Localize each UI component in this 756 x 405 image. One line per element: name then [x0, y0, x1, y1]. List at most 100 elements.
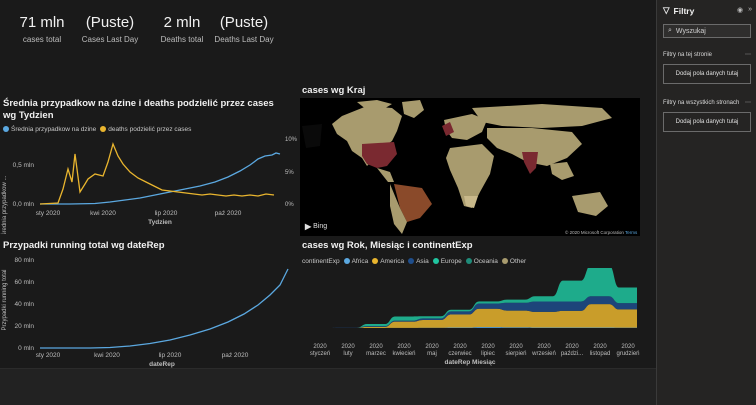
series-line-avg-cases[interactable] [40, 152, 281, 205]
more-options-icon[interactable]: ⋯ [745, 100, 751, 106]
ribbon-america[interactable] [311, 304, 637, 328]
map-region-india[interactable] [522, 152, 538, 174]
visual1-x-tick: paź 2020 [215, 210, 242, 217]
visual4-legend: continentExp Africa America Asia Europe … [302, 258, 526, 265]
search-placeholder: Wyszukaj [675, 27, 706, 35]
visual4-x-axis-title: dateRep Miesiąc [445, 359, 496, 366]
filters-pane: ▽ Filtry ◉ » ⌕ Wyszukaj Filtry na tej st… [656, 0, 756, 405]
map-region-canada-arctic[interactable] [357, 100, 392, 110]
visual4-x-tick-month: maj [427, 351, 437, 357]
visual1-x-axis-title: Tydzien [148, 219, 172, 226]
visual4-title: cases wg Rok, Miesiąc i continentExp [302, 240, 473, 251]
map-scale-label: 10% [285, 137, 298, 143]
kpi-label: Deaths Last Day [214, 35, 274, 44]
visual4-x-tick-month: sierpień [505, 351, 526, 357]
kpi-value: 2 mln [163, 14, 201, 31]
visual4-x-tick-year: 2020 [425, 344, 439, 350]
legend-item[interactable]: America [372, 258, 404, 265]
add-fields-page-drop-zone[interactable]: Dodaj pola danych tutaj [663, 64, 751, 84]
visual1-y-tick: 0,0 mln [13, 201, 35, 208]
visual4-x-tick-month: listopad [590, 351, 611, 357]
visual3-y-tick: 80 mln [14, 257, 34, 264]
visual4-x-tick-year: 2020 [481, 344, 495, 350]
visual1-x-tick: sty 2020 [36, 210, 61, 217]
kpi-value: (Puste) [85, 14, 135, 31]
legend-item[interactable]: Other [501, 258, 526, 265]
filter-icon: ▽ [663, 5, 670, 15]
kpi-deaths-last-day[interactable]: (Puste) Deaths Last Day [212, 14, 276, 44]
visual4-x-tick-month: paździ... [561, 351, 584, 357]
visual1-line-chart[interactable]: Średnia przypadkow ... 0,5 mln 0,0 mln s… [0, 134, 290, 234]
ribbon-europe[interactable] [311, 268, 637, 328]
visual1-title: Średnia przypadkow na dzine i deaths pod… [3, 98, 274, 121]
legend-item[interactable]: Oceania [465, 258, 498, 265]
legend-marker [372, 258, 379, 264]
kpi-deaths-total[interactable]: 2 mln Deaths total [150, 14, 214, 44]
legend-label: Africa [351, 258, 369, 265]
map-region-africa[interactable] [446, 144, 494, 208]
map-region-asia[interactable] [487, 128, 582, 166]
series-line-deaths-ratio[interactable] [39, 142, 275, 205]
filters-section-all: Filtry na wszystkich stronach ⋯ [663, 100, 751, 106]
map-region-brazil[interactable] [394, 184, 432, 222]
visual3-line-chart[interactable]: Przypadki running total 80 mln 60 mln 40… [0, 250, 292, 370]
map-region-central-america[interactable] [377, 168, 394, 182]
visual1-legend: Średnia przypadkow na dzine deaths podzi… [3, 126, 191, 133]
map-region-greenland[interactable] [402, 100, 424, 118]
ribbon-asia[interactable] [311, 296, 637, 328]
kpi-value: 71 mln [19, 14, 65, 31]
ribbon-africa[interactable] [311, 326, 637, 328]
map-region-europe-west[interactable] [442, 122, 454, 136]
kpi-cases-total[interactable]: 71 mln cases total [10, 14, 74, 44]
bing-logo: ▶ Bing [305, 222, 327, 231]
eye-icon[interactable]: ◉ [736, 7, 744, 14]
map-region-russia[interactable] [472, 104, 612, 128]
legend-item[interactable]: Europe [432, 258, 462, 265]
legend-item[interactable]: Asia [408, 258, 429, 265]
visual2-title: cases wg Kraj [302, 85, 366, 96]
section-label: Filtry na tej stronie [663, 52, 713, 58]
map-scale-label: 5% [285, 170, 294, 176]
visual1-x-tick: kwi 2020 [90, 210, 116, 217]
visual3-y-axis-title: Przypadki running total [2, 269, 8, 330]
map-region-arctic-islands [302, 124, 322, 148]
map-copyright: © 2020 Microsoft Corporation Terms [565, 230, 637, 235]
visual4-x-tick-year: 2020 [341, 344, 355, 350]
collapse-chevron-icon[interactable]: » [748, 6, 752, 13]
map-region-europe[interactable] [444, 114, 487, 140]
legend-item[interactable]: Africa [343, 258, 369, 265]
map-region-southeast-asia[interactable] [550, 162, 574, 180]
map-region-south-africa[interactable] [464, 196, 478, 208]
visual3-x-tick: sty 2020 [36, 352, 61, 359]
visual1-y-axis-title: Średnia przypadkow ... [0, 175, 8, 234]
more-options-icon[interactable]: ⋯ [745, 52, 751, 58]
series-line-running-total[interactable] [40, 268, 289, 349]
add-fields-all-drop-zone[interactable]: Dodaj pola danych tutaj [663, 112, 751, 132]
legend-label: Asia [416, 258, 429, 265]
filters-header-icons: ◉ » [737, 6, 752, 14]
map-region-usa[interactable] [362, 142, 397, 168]
legend-item[interactable]: Średnia przypadkow na dzine [3, 126, 96, 133]
map-region-australia[interactable] [572, 192, 608, 216]
visual4-ribbon-chart[interactable]: 2020styczeń2020luty2020marzec2020kwiecie… [300, 268, 640, 368]
search-icon: ⌕ [668, 27, 672, 34]
visual2-map[interactable] [282, 96, 642, 236]
map-region-north-america[interactable] [332, 106, 402, 166]
kpi-value: (Puste) [219, 14, 269, 31]
filters-search-input[interactable]: ⌕ Wyszukaj [663, 24, 751, 38]
legend-marker [432, 258, 439, 264]
visual3-y-tick: 0 mln [18, 345, 34, 352]
legend-item[interactable]: deaths podzielić przez cases [100, 126, 191, 133]
kpi-label: cases total [22, 35, 62, 44]
legend-label: Europe [440, 258, 462, 265]
legend-label: America [380, 258, 405, 265]
terms-link[interactable]: Terms [625, 230, 638, 235]
visual3-x-tick: lip 2020 [159, 352, 182, 359]
visual1-x-tick: lip 2020 [155, 210, 178, 217]
map-region-south-america[interactable] [390, 184, 407, 234]
visual4-x-tick-month: wrzesień [531, 351, 556, 357]
bing-label: Bing [313, 223, 328, 230]
visual4-x-tick-year: 2020 [621, 344, 635, 350]
visual3-y-tick: 60 mln [14, 279, 34, 286]
kpi-cases-last-day[interactable]: (Puste) Cases Last Day [78, 14, 142, 44]
